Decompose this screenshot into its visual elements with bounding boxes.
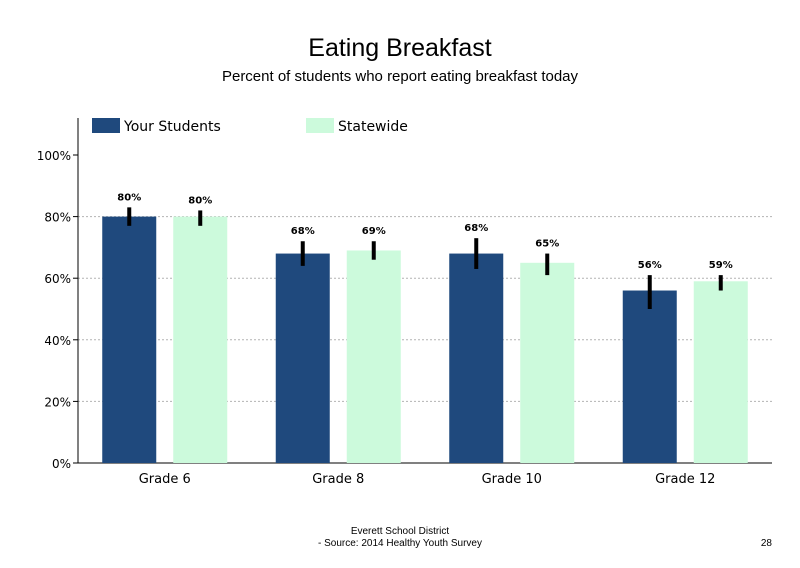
y-tick-label: 20% [44,395,71,409]
bar [693,281,748,463]
x-tick-label: Grade 8 [312,472,364,487]
y-tick-label: 80% [44,211,71,225]
legend-swatch [92,118,120,133]
data-label: 59% [709,260,733,271]
chart-subtitle: Percent of students who report eating br… [221,68,579,85]
data-label: 65% [535,239,559,250]
bar [520,262,575,463]
footer: Everett School District - Source: 2014 H… [0,526,800,550]
bar [173,216,228,463]
x-tick-label: Grade 6 [139,472,191,487]
y-tick-label: 60% [44,272,71,286]
data-label: 69% [362,226,386,237]
data-label: 80% [188,195,212,206]
data-label: 68% [291,226,315,237]
bar [622,290,677,463]
bar [449,253,504,463]
data-label: 68% [464,223,488,234]
x-tick-label: Grade 12 [655,472,715,487]
bar [346,250,401,463]
y-tick-label: 100% [37,149,71,163]
page-number: 28 [760,538,772,549]
footer-source: - Source: 2014 Healthy Youth Survey [318,538,482,549]
legend-label: Your Students [123,119,221,135]
data-label: 80% [117,192,141,203]
bar [102,216,157,463]
data-label: 56% [638,260,662,271]
footer-district: Everett School District [350,526,450,537]
y-tick-label: 0% [52,457,71,471]
x-tick-label: Grade 10 [482,472,542,487]
legend-label: Statewide [338,119,408,135]
y-tick-label: 40% [44,334,71,348]
chart-title: Eating Breakfast [308,34,492,62]
bar [275,253,330,463]
legend-swatch [306,118,334,133]
